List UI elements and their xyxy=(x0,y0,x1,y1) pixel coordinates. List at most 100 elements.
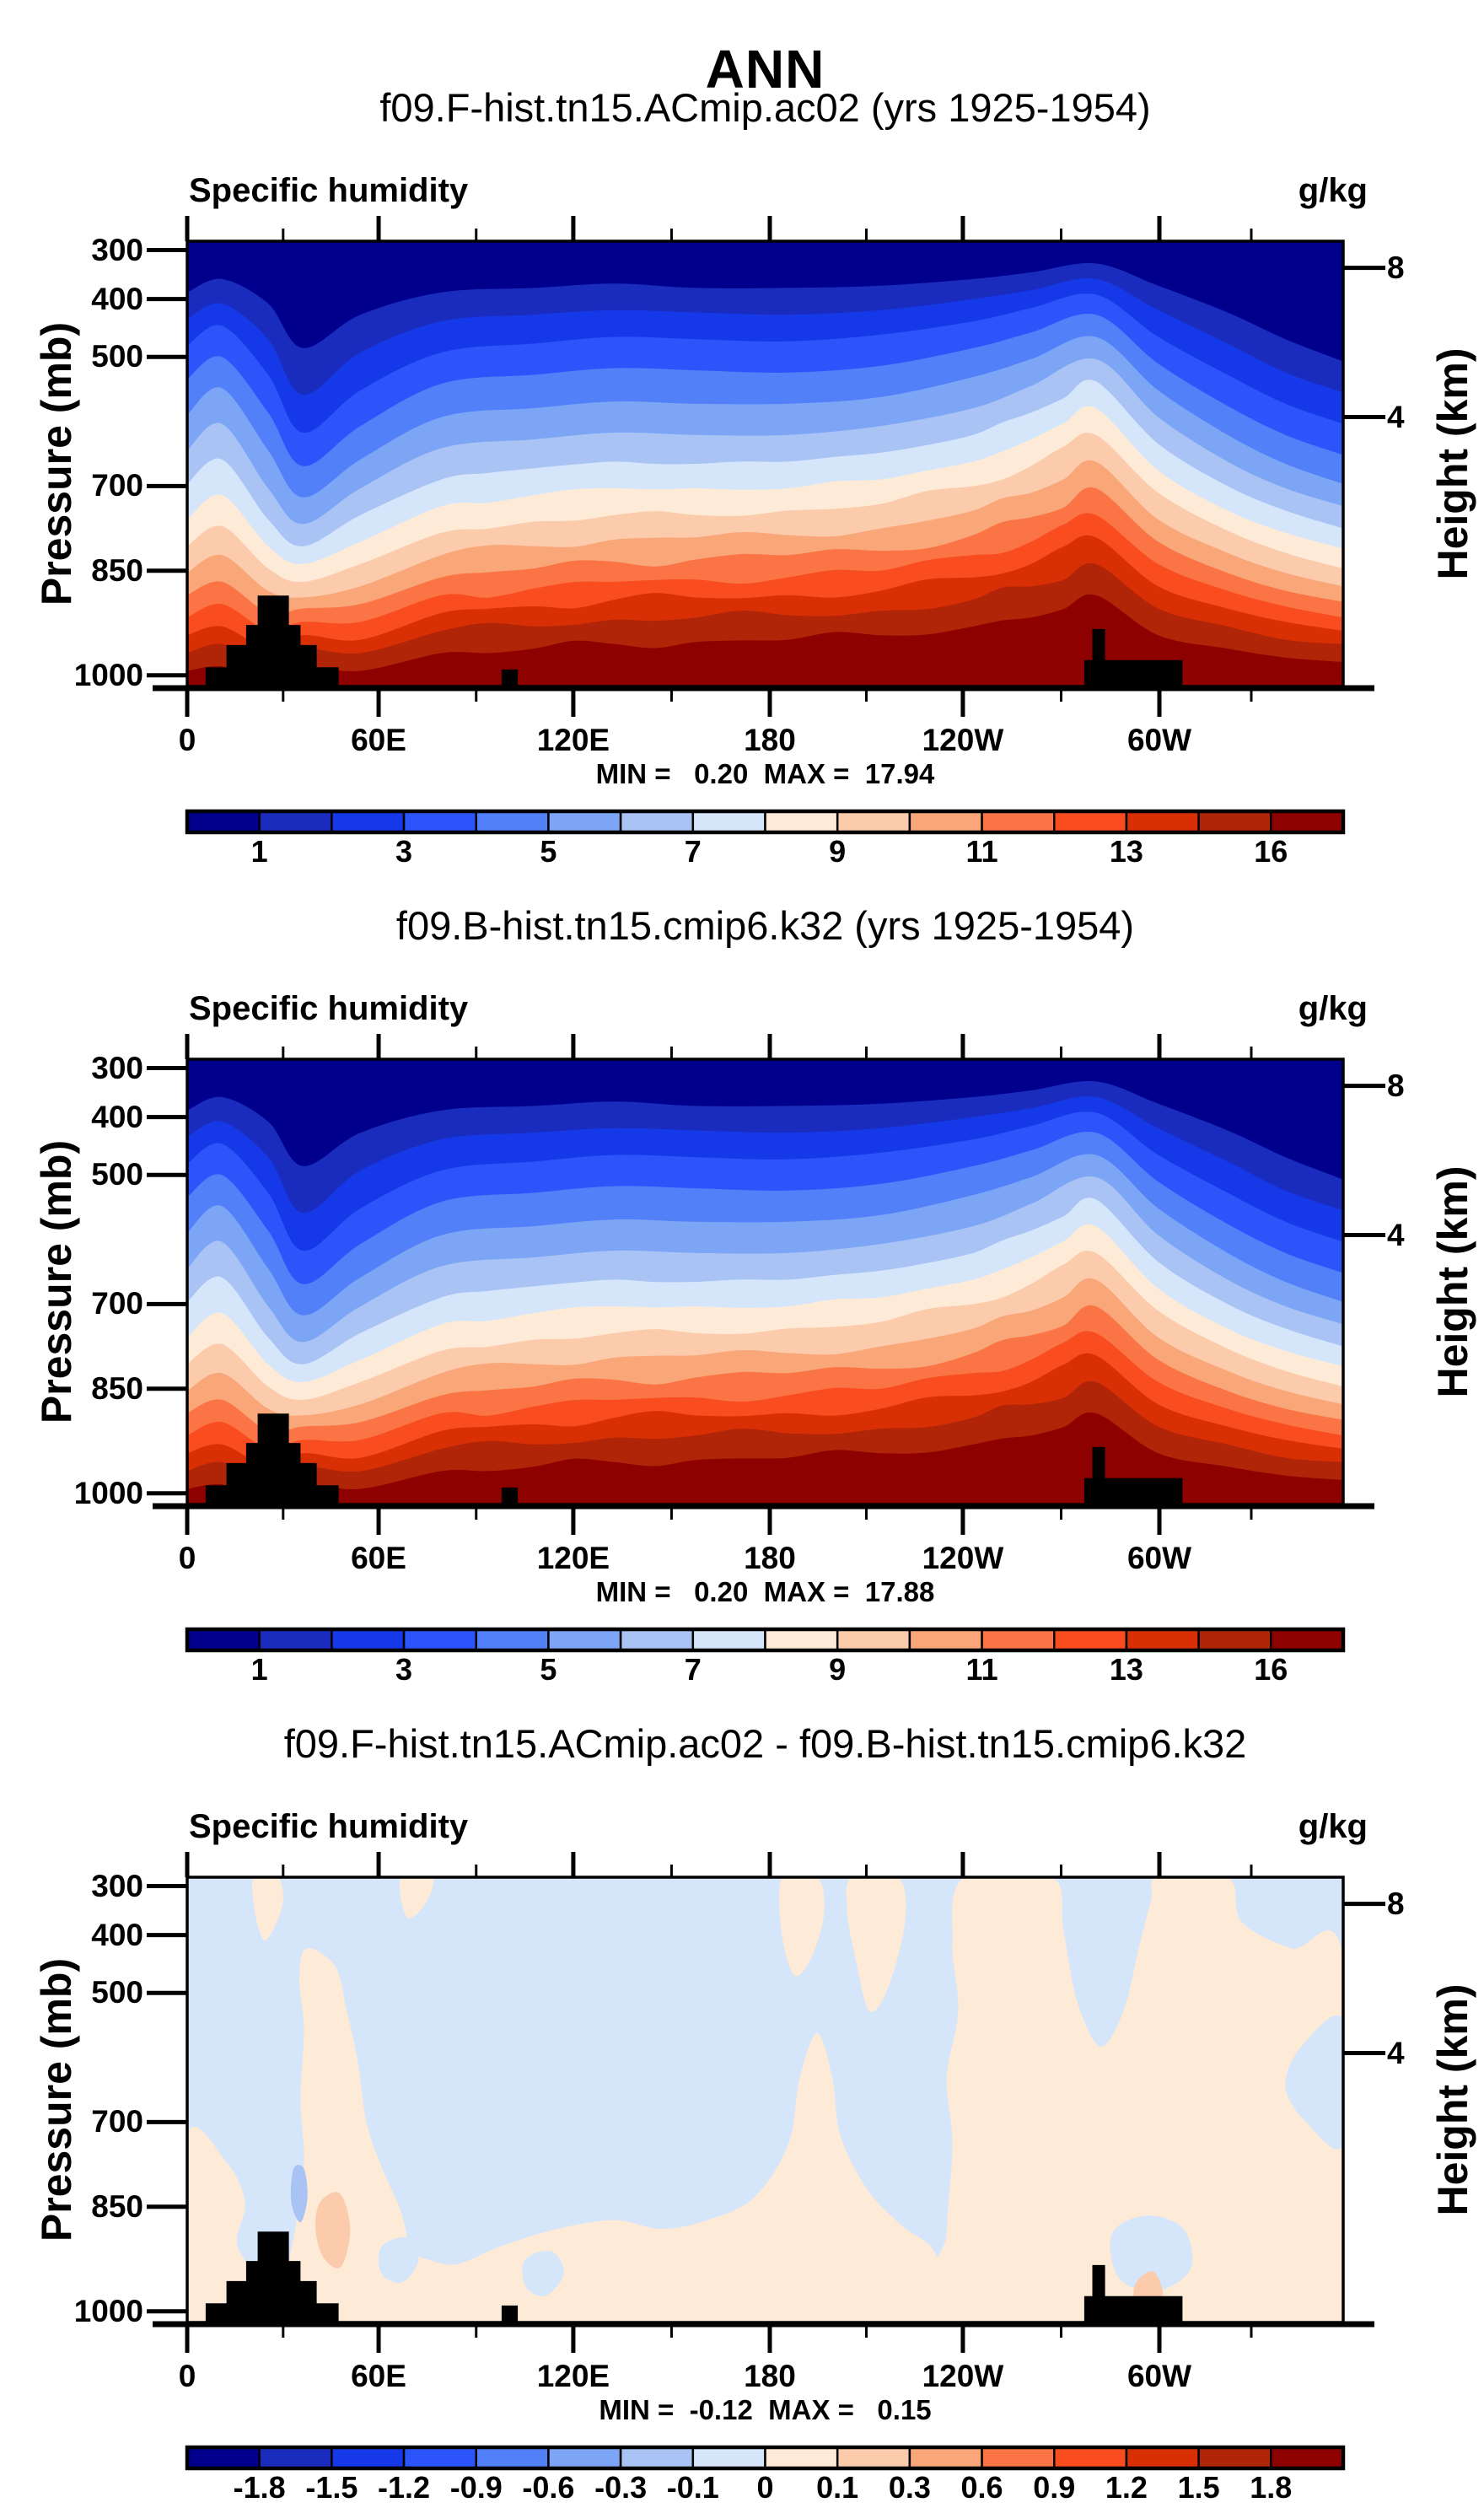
longitude-tick-label: 60E xyxy=(351,723,406,757)
topography-silhouette xyxy=(501,2305,519,2322)
topography-silhouette xyxy=(1083,2264,1183,2322)
colorbar-tick-label: 13 xyxy=(1109,834,1143,869)
height-tick-label: 4 xyxy=(1387,1217,1405,1252)
pressure-tick-label: 500 xyxy=(91,339,143,374)
topography-silhouette xyxy=(1083,1446,1183,1504)
longitude-tick-label: 180 xyxy=(744,2359,796,2393)
colorbar-tick-label: 7 xyxy=(684,834,702,869)
colorbar-tick-label: 11 xyxy=(965,834,998,869)
contour-plot xyxy=(147,216,1385,835)
topography-silhouette xyxy=(501,669,519,686)
pressure-axis-title: Pressure (mb) xyxy=(33,1957,80,2242)
longitude-tick-label: 60E xyxy=(351,1541,406,1575)
height-tick-label: 8 xyxy=(1387,1068,1405,1103)
diff-positive-region xyxy=(778,1877,825,1977)
colorbar-tick-label: 0.9 xyxy=(1033,2470,1076,2505)
colorbar-tick-label: 1 xyxy=(250,1652,268,1687)
pressure-tick-label: 300 xyxy=(91,1868,143,1903)
colorbar-segment xyxy=(836,2446,911,2470)
longitude-tick-label: 120E xyxy=(536,2359,610,2393)
plot-frame xyxy=(186,1058,1345,1506)
diff-negative-region xyxy=(378,2237,419,2284)
colorbar-segment xyxy=(547,1628,622,1652)
pressure-tick-label: 850 xyxy=(91,1370,143,1406)
pressure-tick-label: 500 xyxy=(91,1975,143,2010)
colorbar-segment xyxy=(1197,2446,1272,2470)
pressure-tick-label: 400 xyxy=(91,1917,143,1952)
pressure-tick-label: 300 xyxy=(91,232,143,267)
min-max-stats: MIN = 0.20 MAX = 17.94 xyxy=(595,758,935,789)
pressure-tick-label: 300 xyxy=(91,1050,143,1085)
colorbar-border xyxy=(185,809,1346,835)
colorbar-tick-label: -1.8 xyxy=(233,2470,286,2505)
longitude-tick-label: 60W xyxy=(1126,723,1192,757)
colorbar-tick-label: 5 xyxy=(540,1652,557,1687)
colorbar-segment xyxy=(475,2446,550,2470)
colorbar-tick-label: -0.9 xyxy=(449,2470,503,2505)
colorbar-tick-label: 11 xyxy=(965,1652,998,1687)
diff-positive-region xyxy=(399,1877,434,1919)
units-label: g/kg xyxy=(1298,990,1368,1027)
topography-silhouette xyxy=(205,2231,339,2322)
colorbar-tick-label: 1.5 xyxy=(1177,2470,1220,2505)
height-axis-title: Height (km) xyxy=(1429,1165,1476,1398)
pressure-tick-label: 850 xyxy=(91,2188,143,2224)
field-layer xyxy=(187,1877,1343,2322)
min-max-stats: MIN = 0.20 MAX = 17.88 xyxy=(595,1576,935,1607)
colorbar-tick-label: 9 xyxy=(829,1652,847,1687)
longitude-tick-label: 60E xyxy=(351,2359,406,2393)
colorbar-tick-label: 5 xyxy=(540,834,557,869)
colorbar-segment xyxy=(258,2446,333,2470)
diff-positive-region xyxy=(252,1877,283,1940)
field-layer xyxy=(187,1059,1343,1504)
topography-silhouette xyxy=(501,1487,519,1504)
colorbar-segment xyxy=(186,2446,261,2470)
longitude-tick-label: 120W xyxy=(922,2359,1004,2393)
colorbar-tick-label: 16 xyxy=(1254,1652,1288,1687)
colorbar-tick-label: 3 xyxy=(395,1652,413,1687)
longitude-tick-label: 60W xyxy=(1126,1541,1192,1575)
colorbar-border xyxy=(185,1627,1346,1653)
plot-frame xyxy=(186,1876,1345,2324)
longitude-tick-label: 120E xyxy=(536,723,610,757)
panel-title: f09.B-hist.tn15.cmip6.k32 (yrs 1925-1954… xyxy=(395,903,1135,948)
units-label: g/kg xyxy=(1298,1808,1368,1845)
colorbar-segment xyxy=(1053,2446,1128,2470)
height-tick-label: 8 xyxy=(1387,250,1405,285)
diff-positive-region xyxy=(187,2127,252,2322)
height-tick-label: 8 xyxy=(1387,1886,1405,1921)
diff-negative-region xyxy=(522,2250,565,2296)
diff-accent-region xyxy=(315,2192,351,2269)
min-max-stats: MIN = -0.12 MAX = 0.15 xyxy=(599,2394,932,2425)
colorbar-tick-label: 0 xyxy=(756,2470,774,2505)
pressure-tick-label: 850 xyxy=(91,552,143,588)
longitude-tick-label: 60W xyxy=(1126,2359,1192,2393)
colorbar-tick-label: 1.2 xyxy=(1105,2470,1148,2505)
pressure-tick-label: 700 xyxy=(91,468,143,503)
field-layer xyxy=(187,241,1343,686)
diff-accent-region xyxy=(290,2165,308,2223)
height-axis-title: Height (km) xyxy=(1429,347,1476,580)
colorbar-tick-label: 0.6 xyxy=(960,2470,1003,2505)
colorbar-tick-label: 0.1 xyxy=(816,2470,859,2505)
longitude-tick-label: 120W xyxy=(922,1541,1004,1575)
pressure-tick-label: 1000 xyxy=(73,2293,143,2328)
colorbar-segment xyxy=(402,2446,477,2470)
colorbar-tick-label: 13 xyxy=(1109,1652,1143,1687)
colorbar-tick-label: 1.8 xyxy=(1250,2470,1293,2505)
colorbar-tick-label: -0.1 xyxy=(666,2470,719,2505)
contour-plot xyxy=(147,1034,1385,1653)
pressure-tick-label: 1000 xyxy=(73,1475,143,1510)
longitude-tick-label: 120E xyxy=(536,1541,610,1575)
colorbar-segment xyxy=(547,2446,622,2470)
longitude-tick-label: 120W xyxy=(922,723,1004,757)
colorbar-segment xyxy=(981,2446,1056,2470)
contour-plot xyxy=(147,1852,1385,2471)
field-name-label: Specific humidity xyxy=(189,1808,469,1845)
panel-mean-case-2: f09.B-hist.tn15.cmip6.k32 (yrs 1925-1954… xyxy=(0,818,1484,1712)
diff-positive-region xyxy=(917,1877,1343,2322)
topography-silhouette xyxy=(205,1413,339,1504)
colorbar-segment xyxy=(619,2446,695,2470)
colorbar-tick-label: -0.6 xyxy=(522,2470,575,2505)
